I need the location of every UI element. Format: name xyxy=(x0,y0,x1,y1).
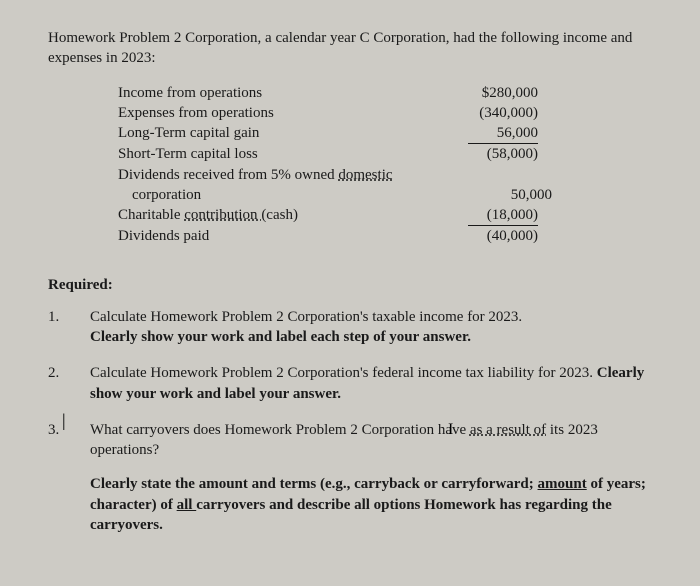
table-row: Income from operations $280,000 xyxy=(118,83,660,103)
list-item: 3. What carryovers does Homework Problem… xyxy=(48,420,660,535)
row-label: Long-Term capital gain xyxy=(118,123,448,143)
question-text: Calculate Homework Problem 2 Corporation… xyxy=(90,307,660,348)
question-text: What carryovers does Homework Problem 2 … xyxy=(90,420,660,535)
row-label: Expenses from operations xyxy=(118,103,448,123)
question-list: 1. Calculate Homework Problem 2 Corporat… xyxy=(48,307,660,535)
row-value: (40,000) xyxy=(448,225,538,246)
row-value: (340,000) xyxy=(448,103,538,123)
row-value: (18,000) xyxy=(448,205,538,225)
row-label: Dividends paid xyxy=(118,226,448,246)
question-text: Calculate Homework Problem 2 Corporation… xyxy=(90,363,660,404)
row-value: (58,000) xyxy=(448,143,538,164)
table-row: Long-Term capital gain 56,000 xyxy=(118,123,660,143)
row-label: Income from operations xyxy=(118,83,448,103)
list-item: 2. Calculate Homework Problem 2 Corporat… xyxy=(48,363,660,404)
row-label: Short-Term capital loss xyxy=(118,144,448,164)
table-row: Dividends paid (40,000) xyxy=(118,225,660,246)
table-row: corporation 50,000 xyxy=(118,185,660,205)
question-number: 2. xyxy=(48,363,90,404)
text-cursor-icon: I xyxy=(448,419,453,441)
row-label: Charitable contribution (cash) xyxy=(118,205,448,225)
text-cursor-icon: | xyxy=(62,408,66,432)
table-row: Short-Term capital loss (58,000) xyxy=(118,143,660,164)
intro-text: Homework Problem 2 Corporation, a calend… xyxy=(48,28,660,69)
row-value: 50,000 xyxy=(462,185,552,205)
table-row: Charitable contribution (cash) (18,000) xyxy=(118,205,660,225)
table-row: Dividends received from 5% owned domesti… xyxy=(118,165,660,185)
financial-table: Income from operations $280,000 Expenses… xyxy=(118,83,660,247)
list-item: 1. Calculate Homework Problem 2 Corporat… xyxy=(48,307,660,348)
row-value: 56,000 xyxy=(448,123,538,143)
required-heading: Required: xyxy=(48,275,660,295)
row-value: $280,000 xyxy=(448,83,538,103)
row-label: Dividends received from 5% owned domesti… xyxy=(118,165,448,185)
question-number: 1. xyxy=(48,307,90,348)
table-row: Expenses from operations (340,000) xyxy=(118,103,660,123)
row-label-cont: corporation xyxy=(132,185,462,205)
question-number: 3. xyxy=(48,420,90,535)
